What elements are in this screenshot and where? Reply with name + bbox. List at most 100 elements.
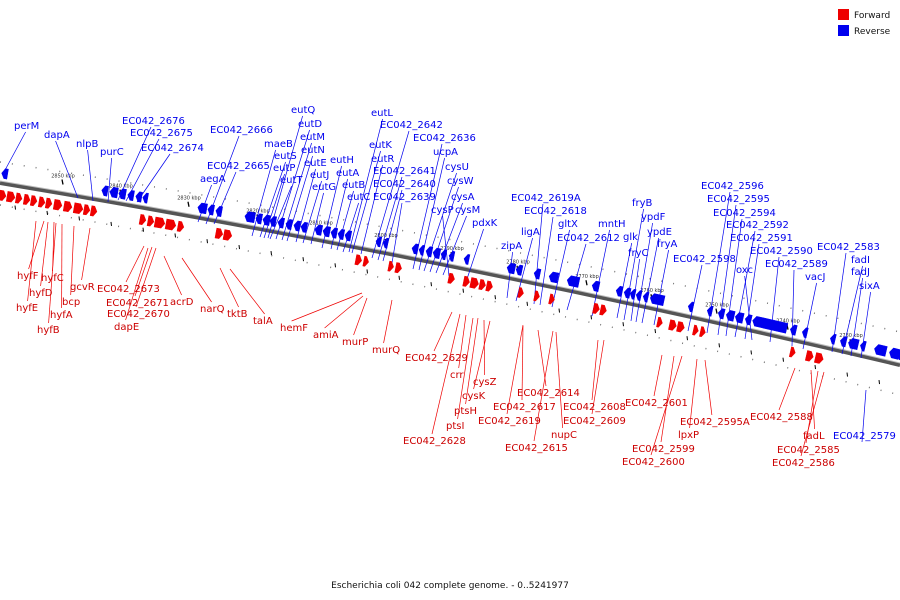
gene-arrow [897, 349, 900, 361]
gene-arrow [5, 191, 16, 203]
gene-label-reverse: aegA [200, 174, 226, 185]
gene-arrow [344, 230, 353, 242]
gene-arrow [566, 275, 581, 288]
gene-label-forward: crr [450, 370, 464, 381]
gene-label-reverse: oxc [736, 265, 753, 276]
minor-tick [622, 322, 624, 327]
gene-arrow [262, 214, 271, 226]
gene-label-reverse: EC042_2590 [750, 246, 813, 257]
gene-label-forward: EC042_2585 [777, 445, 840, 456]
gene-label-forward: hemF [280, 323, 308, 334]
gene-label-reverse: EC042_2675 [130, 128, 193, 139]
leader-line [259, 161, 286, 238]
leader-line [353, 297, 368, 336]
gene-arrow [29, 195, 38, 207]
gene-arrow [548, 271, 560, 284]
gene-arrow [462, 275, 470, 287]
gene-arrow [215, 206, 223, 217]
gene-arrow [89, 205, 98, 217]
gene-arrow [874, 344, 888, 357]
gene-arrow [650, 293, 666, 307]
gene-label-reverse: EC042_2583 [817, 242, 880, 253]
gene-label-reverse: eutE [304, 158, 327, 169]
gene-label-reverse: fryB [632, 198, 653, 209]
leader-line [135, 247, 157, 308]
gene-arrow [207, 204, 215, 216]
gene-arrow [375, 236, 383, 248]
gene-label-reverse: EC042_2642 [380, 120, 443, 131]
gene-label-reverse: eutK [369, 140, 392, 151]
gene-arrow [164, 218, 177, 231]
gene-arrow [146, 215, 155, 227]
gene-label-reverse: eutT [280, 175, 303, 186]
gene-arrow [517, 287, 524, 298]
gene-label-forward: murQ [372, 345, 400, 356]
gene-label-reverse: EC042_2666 [210, 125, 273, 136]
leader-line [382, 189, 403, 262]
leader-line [653, 249, 669, 326]
gene-label-reverse: fadI [851, 255, 870, 266]
leader-line [533, 330, 554, 442]
gene-label-reverse: EC042_2665 [207, 161, 270, 172]
gene-arrow [118, 188, 127, 200]
gene-arrow [72, 202, 84, 214]
leader-line [653, 354, 663, 397]
gene-label-reverse: ypdF [641, 212, 666, 223]
leader-line [134, 246, 153, 297]
tick-mark [585, 280, 588, 286]
leader-line [435, 202, 463, 274]
gene-label-reverse: purC [100, 147, 124, 158]
guide-line-upper [0, 161, 900, 333]
gene-label-reverse: fadJ [851, 267, 870, 278]
minor-tick [750, 350, 752, 355]
leader-line [391, 202, 403, 264]
leader-line [125, 245, 145, 283]
gene-arrow [533, 290, 540, 302]
minor-tick [526, 301, 528, 306]
leader-line [689, 358, 698, 429]
gene-arrow [687, 301, 695, 313]
gene-label-reverse: eutP [273, 163, 295, 174]
gene-arrow [788, 346, 796, 358]
tick-mark [187, 201, 190, 207]
gene-label-reverse: EC042_2594 [713, 208, 776, 219]
gene-label-reverse: EC042_2596 [701, 181, 764, 192]
gene-label-forward: EC042_2609 [563, 416, 626, 427]
minor-tick [366, 269, 368, 274]
gene-label-forward: cysK [462, 391, 486, 402]
leader-line [483, 319, 485, 376]
gene-label-reverse: EC042_2591 [730, 233, 793, 244]
gene-label-reverse: cysM [455, 205, 480, 216]
gene-arrow [830, 333, 837, 345]
gene-label-forward: fadL [803, 431, 825, 442]
minor-tick [14, 205, 16, 210]
gene-arrow [515, 264, 524, 276]
gene-label-forward: gcvR [70, 282, 95, 293]
leader-line [744, 275, 753, 341]
gene-label-reverse: eutG [312, 182, 336, 193]
gene-arrow [354, 254, 362, 266]
gene-label-reverse: vacJ [805, 272, 826, 283]
gene-label-forward: amiA [313, 330, 339, 341]
gene-arrow [699, 326, 706, 338]
gene-label-forward: EC042_2608 [563, 402, 626, 413]
gene-label-reverse: EC042_2579 [833, 431, 896, 442]
leader-line [521, 325, 524, 401]
gene-arrow [548, 293, 555, 305]
gene-arrow [656, 316, 663, 328]
gene-label-forward: hyfF [17, 271, 39, 282]
minor-tick [846, 372, 848, 377]
gene-label-forward: EC042_2671 [106, 298, 169, 309]
leader-line [537, 329, 547, 387]
gene-label-forward: hyfC [41, 273, 64, 284]
gene-arrow [44, 197, 53, 209]
leader-line [465, 317, 479, 405]
gene-arrow [0, 189, 7, 201]
gene-label-reverse: cysP [431, 205, 454, 216]
tick-label: 2830 kbp [177, 196, 201, 202]
gene-label-reverse: eutC [347, 192, 370, 203]
legend: Forward Reverse [838, 9, 891, 37]
gene-arrow [314, 224, 324, 236]
gene-arrow [127, 190, 135, 202]
gene-label-forward: bcp [62, 297, 80, 308]
